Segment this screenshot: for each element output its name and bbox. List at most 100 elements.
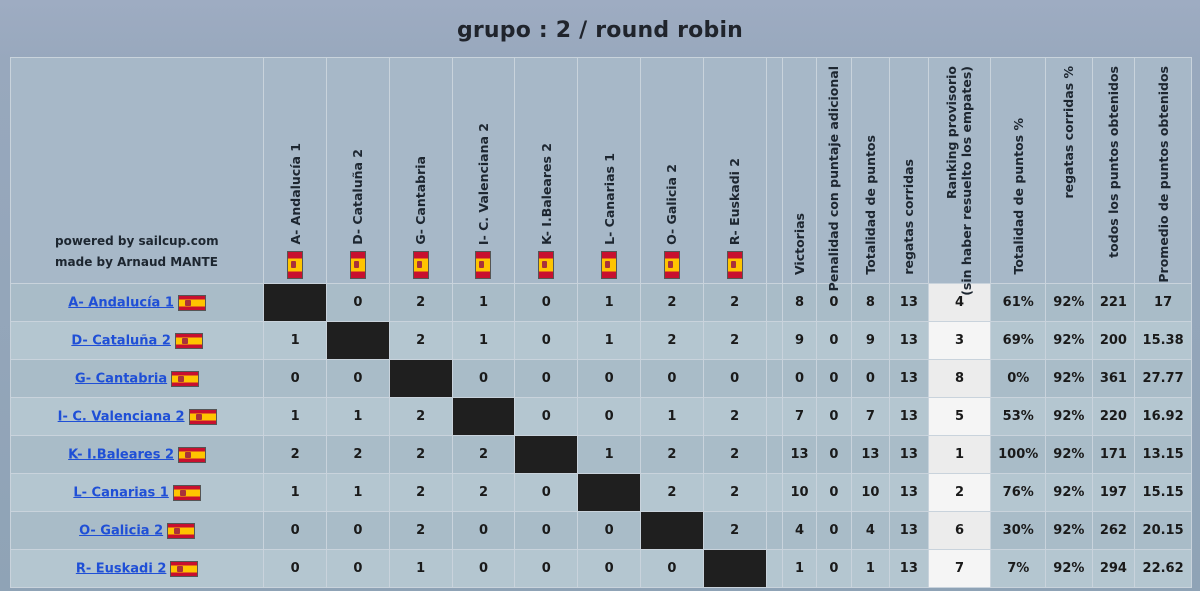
team-link[interactable]: I- C. Valenciana 2 bbox=[57, 409, 185, 424]
ranking-cell: 6 bbox=[927, 511, 992, 550]
regatas-cell: 13 bbox=[889, 397, 929, 436]
promedio-cell: 27.77 bbox=[1134, 359, 1192, 398]
team-link[interactable]: O- Galicia 2 bbox=[79, 523, 164, 538]
spain-flag-icon bbox=[178, 446, 207, 463]
spacer-cell bbox=[765, 511, 783, 550]
regatas_pct-label: regatas corridas % bbox=[1061, 66, 1077, 199]
spain-flag-icon bbox=[287, 251, 304, 279]
page-title: grupo : 2 / round robin bbox=[456, 18, 744, 43]
score-cell: 2 bbox=[326, 435, 390, 474]
regatas_pct-cell: 92% bbox=[1045, 435, 1093, 474]
regatas-cell: 13 bbox=[889, 473, 929, 512]
column-header-opponent: G- Cantabria bbox=[388, 57, 453, 284]
score-cell: 2 bbox=[639, 473, 704, 512]
credits-made-by: made by Arnaud MANTE bbox=[55, 255, 218, 269]
totalidad_pct-label: Totalidad de puntos % bbox=[1010, 118, 1026, 275]
score-cell: 0 bbox=[577, 397, 641, 436]
self-match-cell bbox=[388, 359, 453, 398]
score-cell: 2 bbox=[702, 283, 767, 322]
score-cell: 2 bbox=[639, 321, 704, 360]
score-cell: 0 bbox=[639, 549, 704, 588]
opponent-label: G- Cantabria bbox=[413, 156, 429, 245]
column-header-opponent: D- Cataluña 2 bbox=[326, 57, 390, 284]
score-cell: 2 bbox=[388, 435, 453, 474]
todos-cell: 197 bbox=[1091, 473, 1136, 512]
score-cell: 0 bbox=[514, 473, 579, 512]
team-name-cell: L- Canarias 1 bbox=[9, 473, 265, 512]
score-cell: 1 bbox=[263, 397, 327, 436]
regatas-cell: 13 bbox=[889, 549, 929, 588]
totalidad-cell: 9 bbox=[850, 321, 891, 360]
spain-flag-icon bbox=[475, 251, 492, 279]
header-row: powered by sailcup.com made by Arnaud MA… bbox=[9, 57, 1192, 296]
score-cell: 2 bbox=[702, 397, 767, 436]
team-name-cell: G- Cantabria bbox=[9, 359, 265, 398]
totalidad-cell: 0 bbox=[850, 359, 891, 398]
score-cell: 0 bbox=[451, 511, 516, 550]
column-header-opponent: K- I.Baleares 2 bbox=[514, 57, 579, 284]
totalidad-cell: 8 bbox=[850, 283, 891, 322]
opponent-label: O- Galicia 2 bbox=[664, 164, 680, 245]
regatas_pct-cell: 92% bbox=[1045, 321, 1093, 360]
promedio-cell: 17 bbox=[1134, 283, 1192, 322]
round-robin-table: powered by sailcup.com made by Arnaud MA… bbox=[9, 57, 1192, 588]
totalidad_pct-cell: 30% bbox=[990, 511, 1047, 550]
column-header-totalidad_pct: Totalidad de puntos % bbox=[990, 57, 1047, 284]
spain-flag-icon bbox=[167, 522, 196, 539]
spacer-cell bbox=[765, 359, 783, 398]
todos-cell: 262 bbox=[1091, 511, 1136, 550]
table-row: K- I.Baleares 2 2 2 2 2 1 2 2 13 0 13 13 1 100% 92% 171… bbox=[9, 435, 1192, 474]
table-row: A- Andalucía 1 0 2 1 0 1 2 2 8 0 8 13 4 61% 92% 221 17 bbox=[9, 283, 1192, 322]
table-row: L- Canarias 1 1 1 2 2 0 2 2 10 0 10 13 2 76% 92% 197 15.… bbox=[9, 473, 1192, 512]
totalidad_pct-cell: 7% bbox=[990, 549, 1047, 588]
score-cell: 1 bbox=[263, 321, 327, 360]
table-row: I- C. Valenciana 2 1 1 2 0 0 1 2 7 0 7 13 5 53% 92% 220… bbox=[9, 397, 1192, 436]
promedio-cell: 16.92 bbox=[1134, 397, 1192, 436]
score-cell: 0 bbox=[514, 397, 579, 436]
regatas_pct-cell: 92% bbox=[1045, 473, 1093, 512]
team-link[interactable]: G- Cantabria bbox=[75, 371, 168, 386]
team-link[interactable]: A- Andalucía 1 bbox=[68, 295, 174, 310]
column-header-ranking: Ranking provisorio (sin haber resuelto lo… bbox=[927, 57, 992, 296]
team-link[interactable]: L- Canarias 1 bbox=[73, 485, 169, 500]
team-link[interactable]: K- I.Baleares 2 bbox=[68, 447, 175, 462]
self-match-cell bbox=[639, 511, 704, 550]
score-cell: 0 bbox=[514, 511, 579, 550]
ranking-cell: 3 bbox=[927, 321, 992, 360]
regatas-cell: 13 bbox=[889, 435, 929, 474]
credits-cell: powered by sailcup.com made by Arnaud MA… bbox=[9, 57, 265, 284]
totalidad-cell: 10 bbox=[850, 473, 891, 512]
spain-flag-icon bbox=[663, 251, 680, 279]
table-row: R- Euskadi 2 0 0 1 0 0 0 0 1 0 1 13 7 7% 92% 294 22.62 bbox=[9, 549, 1192, 588]
score-cell: 0 bbox=[326, 549, 390, 588]
score-cell: 0 bbox=[451, 359, 516, 398]
spain-flag-icon bbox=[171, 370, 200, 387]
score-cell: 2 bbox=[702, 321, 767, 360]
column-header-penalidad: Penalidad con puntaje adicional bbox=[816, 57, 852, 291]
score-cell: 2 bbox=[639, 435, 704, 474]
regatas-cell: 13 bbox=[889, 283, 929, 322]
todos-cell: 361 bbox=[1091, 359, 1136, 398]
totalidad_pct-cell: 100% bbox=[990, 435, 1047, 474]
totalidad-cell: 7 bbox=[850, 397, 891, 436]
spain-flag-icon bbox=[170, 560, 199, 577]
score-cell: 0 bbox=[263, 549, 327, 588]
score-cell: 2 bbox=[702, 511, 767, 550]
column-header-opponent: A- Andalucía 1 bbox=[263, 57, 327, 284]
self-match-cell bbox=[326, 321, 390, 360]
team-link[interactable]: R- Euskadi 2 bbox=[75, 561, 167, 576]
penalidad-cell: 0 bbox=[816, 473, 852, 512]
team-link[interactable]: D- Cataluña 2 bbox=[71, 333, 171, 348]
credits-powered-by: powered by sailcup.com bbox=[55, 234, 219, 248]
team-name-cell: O- Galicia 2 bbox=[9, 511, 265, 550]
promedio-label: Promedio de puntos obtenidos bbox=[1155, 66, 1171, 283]
regatas-cell: 13 bbox=[889, 511, 929, 550]
regatas_pct-cell: 92% bbox=[1045, 511, 1093, 550]
score-cell: 1 bbox=[451, 283, 516, 322]
spacer-cell bbox=[765, 321, 783, 360]
totalidad_pct-cell: 53% bbox=[990, 397, 1047, 436]
score-cell: 1 bbox=[326, 397, 390, 436]
todos-cell: 220 bbox=[1091, 397, 1136, 436]
team-name-cell: K- I.Baleares 2 bbox=[9, 435, 265, 474]
column-header-promedio: Promedio de puntos obtenidos bbox=[1134, 57, 1192, 284]
